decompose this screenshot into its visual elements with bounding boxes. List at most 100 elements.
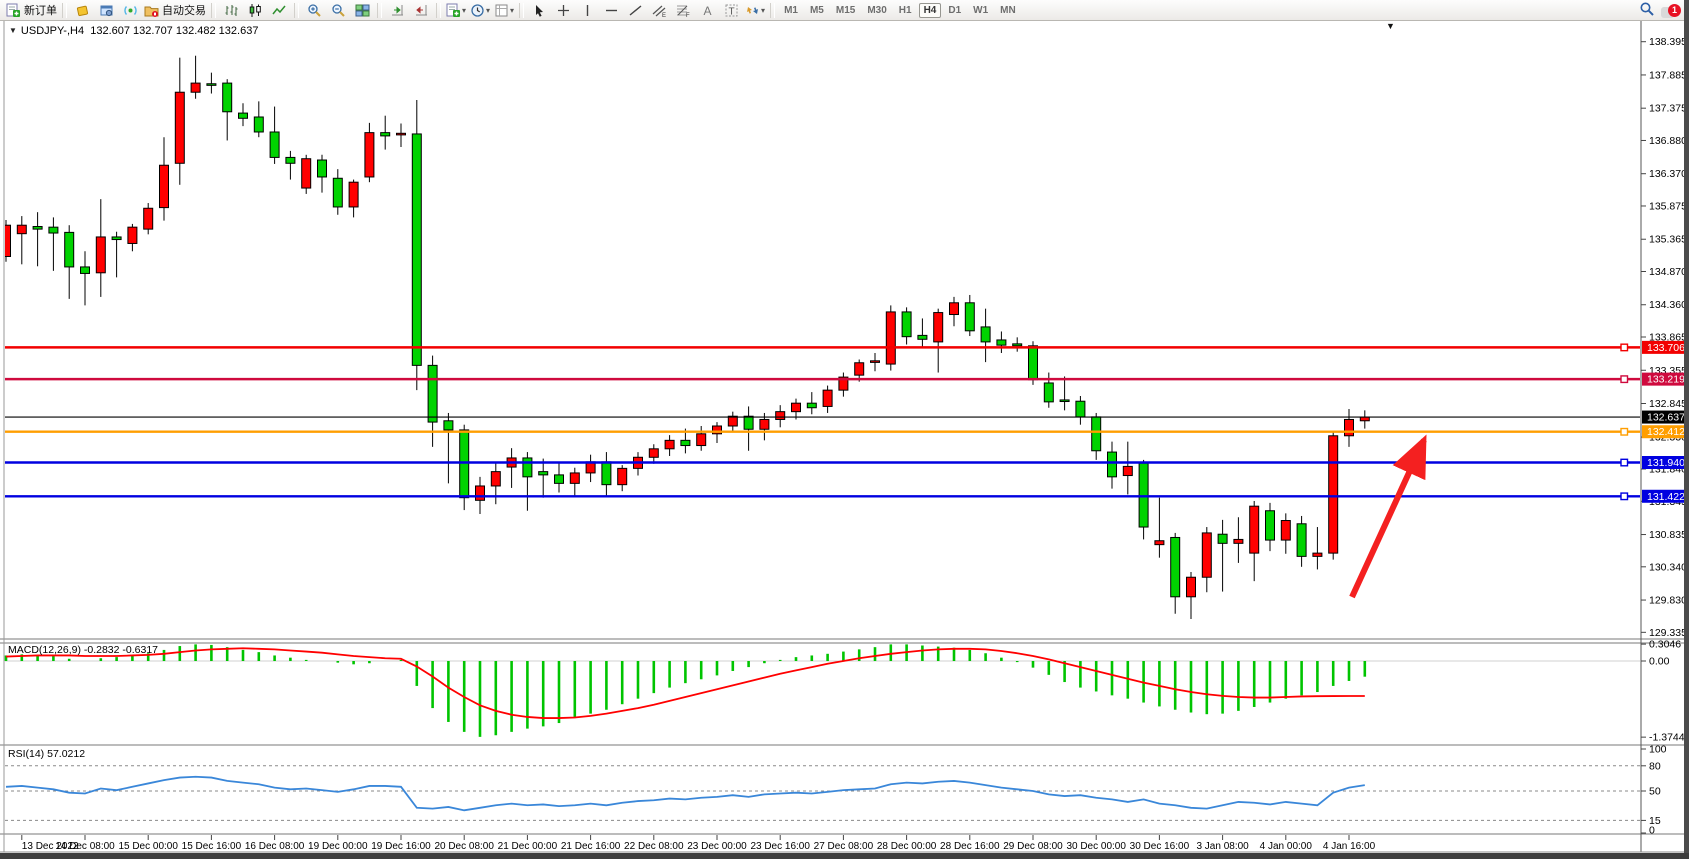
periods-button[interactable]: ▾ bbox=[468, 1, 492, 19]
candle-body bbox=[332, 177, 343, 208]
crosshair-button[interactable] bbox=[551, 1, 575, 19]
timeframe-d1-button[interactable]: D1 bbox=[948, 4, 962, 16]
rsi-indicator-label: RSI(14) 57.0212 bbox=[8, 748, 86, 760]
time-label: 23 Dec 00:00 bbox=[687, 841, 747, 852]
chart-menu-caret-icon[interactable]: ▼ bbox=[1386, 21, 1395, 31]
vertical-line-icon bbox=[580, 3, 595, 18]
zoom-in-button[interactable] bbox=[302, 1, 326, 19]
time-label: 15 Dec 00:00 bbox=[118, 841, 178, 852]
zoom-out-button[interactable] bbox=[326, 1, 350, 19]
charts-button[interactable] bbox=[70, 1, 94, 19]
timeframe-mn-button[interactable]: MN bbox=[1000, 4, 1016, 16]
macd-indicator-label: MACD(12,26,9) -0.2832 -0.6317 bbox=[8, 644, 159, 656]
candle-body bbox=[996, 339, 1007, 346]
price-tick-label: 137.375 bbox=[1649, 103, 1687, 115]
horizontal-line-button[interactable] bbox=[599, 1, 623, 19]
line-chart-button[interactable] bbox=[267, 1, 291, 19]
equidistant-channel-icon: E bbox=[652, 3, 667, 18]
candle-body bbox=[127, 226, 138, 244]
price-label-box bbox=[1642, 372, 1688, 386]
candle-body bbox=[32, 226, 43, 230]
candle-body bbox=[317, 159, 327, 178]
timeframe-h1-button[interactable]: H1 bbox=[898, 4, 912, 16]
candle-body bbox=[111, 236, 122, 241]
cursor-button[interactable] bbox=[527, 1, 551, 19]
zoom-out-icon bbox=[331, 3, 346, 18]
dropdown-caret-icon: ▾ bbox=[510, 5, 515, 15]
price-tick-label: 135.875 bbox=[1649, 200, 1687, 212]
text-label-button[interactable]: T bbox=[719, 1, 743, 19]
time-label: 16 Dec 08:00 bbox=[245, 841, 305, 852]
candle-body bbox=[364, 132, 375, 178]
hline-handle[interactable] bbox=[1620, 492, 1629, 501]
price-label-box bbox=[1642, 410, 1688, 424]
candle-body bbox=[174, 91, 185, 164]
tile-windows-button[interactable] bbox=[350, 1, 374, 19]
hline-handle[interactable] bbox=[1620, 343, 1629, 352]
chat-bubble-icon bbox=[1661, 6, 1674, 18]
chart-header: ▼ USDJPY-,H4 132.607 132.707 132.482 132.… bbox=[9, 25, 258, 37]
chart-ohlc-values: 132.607 132.707 132.482 132.637 bbox=[90, 25, 259, 37]
candle-body bbox=[190, 82, 201, 93]
new-chart-icon bbox=[446, 3, 461, 18]
templates-button[interactable]: ▾ bbox=[492, 1, 516, 19]
timeframe-m15-button[interactable]: M15 bbox=[835, 4, 856, 16]
rsi-tick-label: 0 bbox=[1649, 825, 1655, 837]
profiles-icon bbox=[99, 3, 114, 18]
symbol-dropdown-icon[interactable]: ▼ bbox=[9, 26, 17, 35]
price-label: 132.637 bbox=[1647, 412, 1685, 424]
macd-signal-line bbox=[5, 647, 1365, 719]
macd-tick-label: 0.00 bbox=[1649, 656, 1670, 668]
fibonacci-button[interactable]: F bbox=[671, 1, 695, 19]
new-order-label: 新订单 bbox=[24, 5, 57, 17]
bar-chart-button[interactable] bbox=[219, 1, 243, 19]
text-icon: A bbox=[700, 3, 715, 18]
candle-body bbox=[822, 389, 833, 407]
toolbar-separator bbox=[436, 2, 441, 18]
svg-text:E: E bbox=[662, 13, 666, 18]
candle-chart-button[interactable] bbox=[243, 1, 267, 19]
vertical-line-button[interactable] bbox=[575, 1, 599, 19]
hline-handle[interactable] bbox=[1620, 427, 1629, 436]
signals-button[interactable] bbox=[118, 1, 142, 19]
toolbar-separator bbox=[62, 2, 67, 18]
new-chart-button[interactable]: ▾ bbox=[444, 1, 468, 19]
equidistant-channel-button[interactable]: E bbox=[647, 1, 671, 19]
candle-body bbox=[933, 312, 944, 343]
autotrading-button[interactable]: 自动交易 bbox=[142, 1, 208, 19]
notification-badge: 1 bbox=[1668, 3, 1681, 17]
notifications-button[interactable]: 1 bbox=[1661, 3, 1681, 20]
candle-body bbox=[727, 415, 738, 427]
hline-handle[interactable] bbox=[1620, 458, 1629, 467]
candle-body bbox=[1233, 538, 1244, 544]
text-button[interactable]: A bbox=[695, 1, 719, 19]
time-label: 19 Dec 16:00 bbox=[371, 841, 431, 852]
price-label-box bbox=[1642, 340, 1688, 354]
candle-body bbox=[617, 467, 628, 486]
candle-body bbox=[490, 471, 501, 487]
toolbar-right-cluster: 1 bbox=[1639, 1, 1681, 22]
candle-body bbox=[253, 116, 264, 133]
tile-windows-icon bbox=[355, 3, 370, 18]
time-label: 19 Dec 00:00 bbox=[308, 841, 368, 852]
search-icon[interactable] bbox=[1639, 1, 1655, 22]
chart-shift-button[interactable] bbox=[409, 1, 433, 19]
arrows-button[interactable]: ▾ bbox=[743, 1, 767, 19]
trendline-button[interactable] bbox=[623, 1, 647, 19]
candle-body bbox=[964, 302, 975, 332]
candle-body bbox=[1028, 345, 1038, 381]
profiles-button[interactable] bbox=[94, 1, 118, 19]
price-tick-label: 130.340 bbox=[1649, 561, 1687, 573]
timeframe-m1-button[interactable]: M1 bbox=[784, 4, 798, 16]
auto-scroll-button[interactable] bbox=[385, 1, 409, 19]
new-order-button[interactable]: 新订单 bbox=[4, 1, 59, 19]
timeframe-h4-button[interactable]: H4 bbox=[918, 2, 942, 18]
timeframe-w1-button[interactable]: W1 bbox=[973, 4, 989, 16]
timeframe-m30-button[interactable]: M30 bbox=[867, 4, 887, 16]
toolbar-separator bbox=[377, 2, 382, 18]
candle-body bbox=[917, 334, 928, 340]
arrow-annotation[interactable] bbox=[1349, 434, 1427, 599]
dropdown-caret-icon: ▾ bbox=[462, 5, 467, 15]
hline-handle[interactable] bbox=[1620, 375, 1629, 384]
timeframe-m5-button[interactable]: M5 bbox=[809, 4, 824, 16]
